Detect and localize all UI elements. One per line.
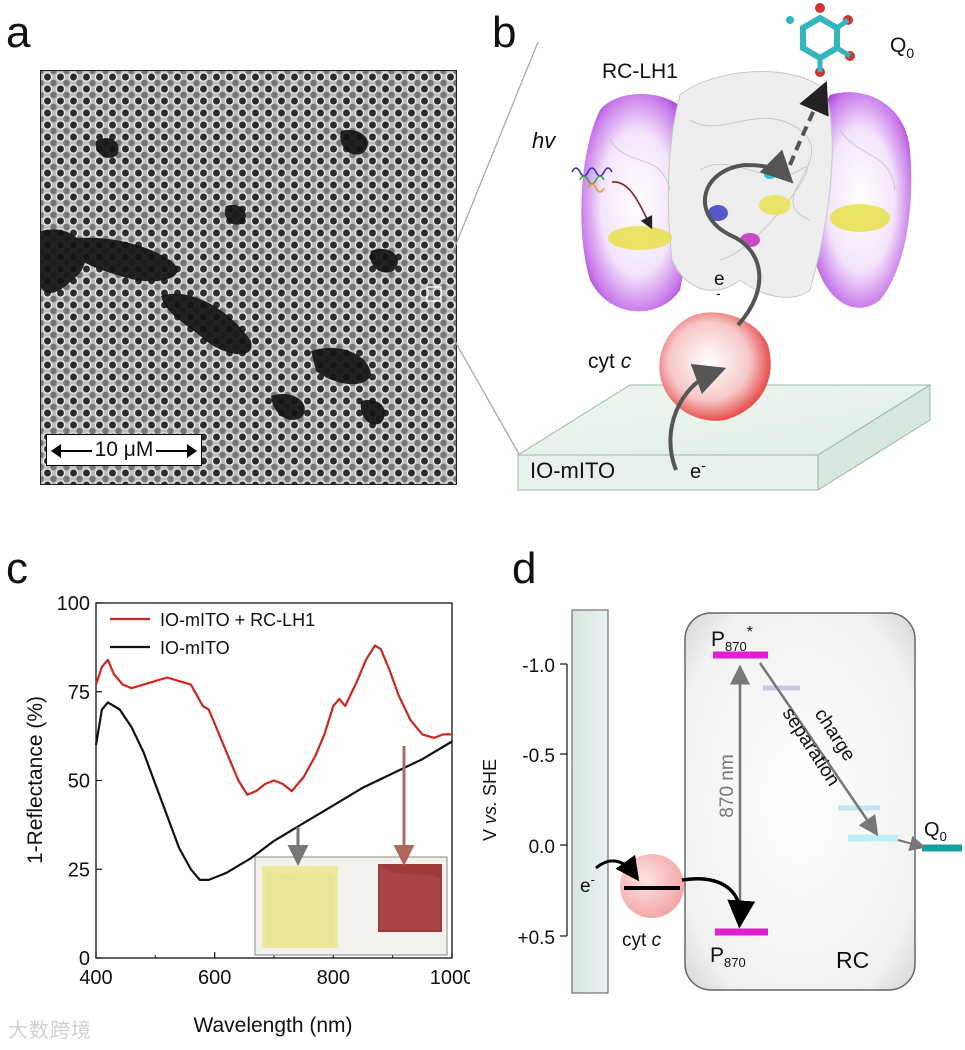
- chart-series: [94, 644, 453, 881]
- panel-letter-b: b: [492, 8, 517, 57]
- electron-path-upper: [702, 149, 794, 327]
- q0-label: Q0: [890, 34, 914, 61]
- y-tick-label: 100: [57, 593, 90, 615]
- rc-box: [684, 612, 916, 991]
- electron-path-lower: [668, 363, 727, 471]
- x-tick-label: 600: [198, 967, 231, 989]
- sample-photo: [254, 856, 448, 956]
- tick-zero: 0.0: [529, 837, 555, 858]
- cyt-to-p870-arrow: [681, 877, 756, 929]
- electron-minus: -: [716, 285, 721, 301]
- panel-letter-d: d: [512, 544, 537, 593]
- chart-y-axis-label: 1-Reflectance (%): [24, 696, 47, 864]
- potential-axis-label: V vs. SHE: [480, 759, 500, 841]
- tick-pos05: +0.5: [517, 928, 555, 949]
- light-wave: [571, 167, 613, 177]
- chart-axes: 400 600 800 1000 0 25 50 75 100: [57, 593, 470, 989]
- photon-arrow: [611, 181, 653, 230]
- x-tick-label: 400: [79, 967, 112, 989]
- panel-b-schematic: RC-LH1 Q0 hv e - cyt c IO-mITO e-: [451, 3, 932, 491]
- chart-x-axis-label: Wavelength (nm): [193, 1014, 352, 1037]
- watermark: 大数跨境: [8, 1020, 92, 1042]
- zoom-line-top: [451, 41, 539, 255]
- pigments: [608, 171, 890, 250]
- electron-bottom-label: e-: [690, 457, 706, 483]
- sem-texture: [41, 71, 456, 484]
- p870-label: P870: [710, 944, 746, 970]
- wavelength-870-label: 870 nm: [717, 754, 738, 817]
- quinone-molecule: [786, 3, 855, 77]
- q0-label-d: Q0: [924, 819, 947, 844]
- panel-letter-c: c: [6, 544, 28, 593]
- charge-separation-arrow: [758, 662, 879, 837]
- cyt-c-label: cyt c: [588, 350, 632, 373]
- quinone-transfer-arrow: [897, 835, 926, 852]
- y-tick-label: 25: [68, 859, 90, 881]
- chart-legend: IO-mITO + RC-LH1 IO-mITO: [110, 610, 315, 658]
- panel-letter-a: a: [6, 8, 31, 57]
- electron-injection-arrow: [595, 854, 640, 882]
- legend-label-1: IO-mITO: [160, 638, 230, 658]
- electrode-bar: [571, 609, 609, 994]
- y-tick-label: 50: [68, 771, 90, 793]
- sem-micrograph: [40, 70, 457, 485]
- x-tick-label: 800: [317, 967, 350, 989]
- electron-label-d: e-: [580, 872, 595, 897]
- io-mito-label: IO-mITO: [530, 458, 615, 483]
- potential-ticks: [560, 663, 567, 937]
- energy-diagram: -1.0 -0.5 0.0 +0.5 V vs. SHE P870* P870 …: [480, 609, 962, 994]
- scale-bar-label: 10 μM: [91, 438, 157, 462]
- series-line-0: [94, 644, 452, 796]
- x-tick-label: 1000: [430, 967, 470, 989]
- series-line-1: [94, 701, 453, 881]
- y-tick-label: 75: [68, 682, 90, 704]
- p870-star-label: P870*: [711, 624, 753, 654]
- rc-label: RC: [836, 947, 869, 973]
- lh1-right-ring: [810, 92, 912, 308]
- y-tick-label: 0: [79, 948, 90, 970]
- zoom-line-bottom: [451, 335, 529, 471]
- tick-neg05: -0.5: [522, 746, 555, 767]
- scale-bar: 10 μM: [46, 434, 202, 466]
- tick-neg1: -1.0: [522, 656, 555, 677]
- cyt-c-label-d: cyt c: [622, 930, 662, 951]
- reflectance-chart: 400 600 800 1000 0 25 50 75 100 IO-mITO + RC-LH1…: [24, 593, 470, 1037]
- rc-lh1-label: RC-LH1: [602, 60, 678, 83]
- quinone-path: [788, 80, 829, 166]
- rc-core: [667, 71, 833, 298]
- legend-label-0: IO-mITO + RC-LH1: [160, 610, 315, 630]
- hv-label: hv: [532, 128, 557, 153]
- electron-label: e: [714, 269, 725, 290]
